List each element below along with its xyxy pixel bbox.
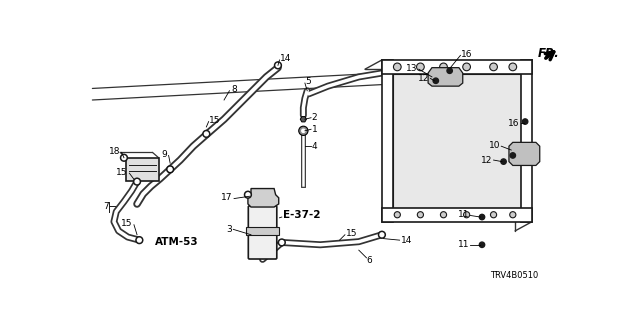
Circle shape <box>138 238 141 242</box>
Circle shape <box>380 233 384 237</box>
Circle shape <box>246 193 250 196</box>
Circle shape <box>463 63 470 71</box>
Text: 6: 6 <box>367 256 372 265</box>
Circle shape <box>166 166 173 173</box>
Polygon shape <box>248 188 279 207</box>
Polygon shape <box>428 68 463 86</box>
Circle shape <box>440 63 447 71</box>
Text: 1: 1 <box>312 125 317 134</box>
Circle shape <box>280 241 284 244</box>
Text: 16: 16 <box>508 119 519 128</box>
Text: 15: 15 <box>209 116 221 125</box>
Circle shape <box>463 212 470 218</box>
Text: FR.: FR. <box>538 47 559 60</box>
Circle shape <box>417 212 424 218</box>
Text: 13: 13 <box>406 64 417 73</box>
Circle shape <box>479 242 484 247</box>
Bar <box>382 60 393 222</box>
Text: 10: 10 <box>489 141 500 150</box>
Circle shape <box>135 180 139 184</box>
Text: E-37-2: E-37-2 <box>284 211 321 220</box>
Circle shape <box>509 212 516 218</box>
Polygon shape <box>167 167 173 172</box>
Circle shape <box>378 231 385 238</box>
Circle shape <box>417 63 424 71</box>
Text: ATM-53: ATM-53 <box>155 237 198 247</box>
Text: 3: 3 <box>226 225 232 234</box>
Circle shape <box>433 78 438 84</box>
Circle shape <box>120 154 127 161</box>
Text: 15: 15 <box>116 168 128 177</box>
Circle shape <box>490 212 497 218</box>
Text: 11: 11 <box>458 210 470 219</box>
Text: 12: 12 <box>481 156 492 164</box>
Polygon shape <box>300 116 307 122</box>
Bar <box>382 208 532 222</box>
Circle shape <box>299 126 308 135</box>
Circle shape <box>278 239 285 246</box>
Bar <box>521 60 532 222</box>
Bar <box>393 74 521 208</box>
Circle shape <box>136 237 143 244</box>
Circle shape <box>479 214 484 220</box>
Circle shape <box>275 62 282 69</box>
Text: 15: 15 <box>121 219 132 228</box>
FancyBboxPatch shape <box>248 206 276 259</box>
Circle shape <box>447 68 452 73</box>
Bar <box>382 60 532 74</box>
Text: 12: 12 <box>417 74 429 83</box>
Bar <box>246 227 279 235</box>
Circle shape <box>522 119 528 124</box>
Circle shape <box>490 63 497 71</box>
Circle shape <box>122 156 126 160</box>
Text: 2: 2 <box>312 113 317 122</box>
Circle shape <box>134 178 141 185</box>
Circle shape <box>394 63 401 71</box>
Circle shape <box>440 212 447 218</box>
Text: 18: 18 <box>109 147 120 156</box>
Polygon shape <box>509 142 540 165</box>
Circle shape <box>509 63 516 71</box>
Text: TRV4B0510: TRV4B0510 <box>490 271 538 280</box>
Text: 5: 5 <box>306 77 312 86</box>
Text: 15: 15 <box>346 229 357 238</box>
Text: 14: 14 <box>280 54 292 63</box>
Text: 14: 14 <box>401 236 413 245</box>
Text: 11: 11 <box>458 240 470 249</box>
Circle shape <box>276 63 280 67</box>
Text: 4: 4 <box>312 142 317 151</box>
Circle shape <box>301 129 306 133</box>
Circle shape <box>501 159 506 164</box>
Circle shape <box>168 167 172 171</box>
Text: 16: 16 <box>461 50 473 59</box>
Circle shape <box>244 191 252 198</box>
Circle shape <box>203 131 210 137</box>
Circle shape <box>394 212 401 218</box>
Circle shape <box>204 132 208 136</box>
Text: 9: 9 <box>161 150 167 159</box>
Text: 17: 17 <box>221 193 232 202</box>
Text: 8: 8 <box>232 85 237 94</box>
Bar <box>126 158 159 181</box>
Circle shape <box>510 153 515 158</box>
Text: 7: 7 <box>103 202 109 211</box>
